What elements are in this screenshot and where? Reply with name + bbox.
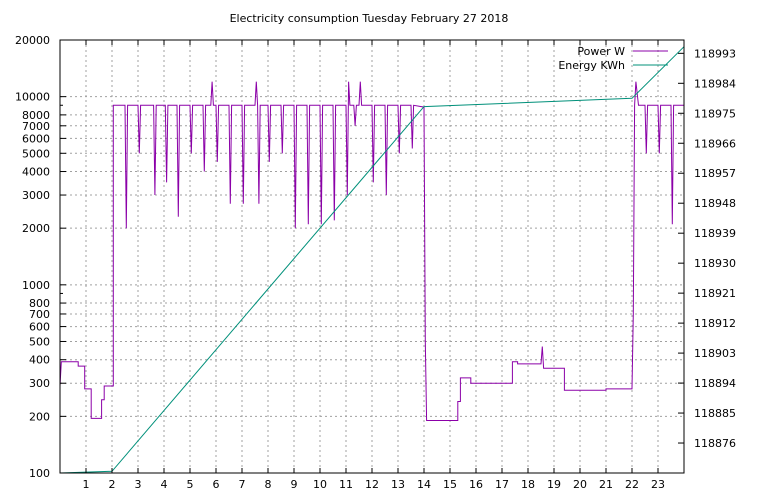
x-tick-label: 12 bbox=[365, 478, 379, 491]
x-tick-label: 7 bbox=[239, 478, 246, 491]
legend-label: Power W bbox=[577, 45, 625, 58]
y-left-tick-label: 4000 bbox=[22, 166, 50, 179]
legend-label: Energy KWh bbox=[558, 59, 625, 72]
x-tick-label: 13 bbox=[391, 478, 405, 491]
y-right-tick-label: 118975 bbox=[694, 107, 736, 120]
y-right-tick-label: 118957 bbox=[694, 167, 736, 180]
y-left-tick-label: 3000 bbox=[22, 189, 50, 202]
y-right-tick-label: 118903 bbox=[694, 347, 736, 360]
series-line-energy bbox=[59, 46, 685, 474]
x-tick-label: 10 bbox=[313, 478, 327, 491]
x-tick-label: 2 bbox=[109, 478, 116, 491]
y-right-tick-label: 118993 bbox=[694, 47, 736, 60]
y-right-tick-label: 118921 bbox=[694, 287, 736, 300]
y-left-tick-label: 2000 bbox=[22, 222, 50, 235]
y-left-tick-label: 300 bbox=[29, 377, 50, 390]
y-left-tick-label: 6000 bbox=[22, 132, 50, 145]
y-right-tick-label: 118876 bbox=[694, 437, 736, 450]
y-left-tick-label: 7000 bbox=[22, 120, 50, 133]
x-tick-label: 18 bbox=[521, 478, 535, 491]
x-tick-label: 4 bbox=[161, 478, 168, 491]
x-tick-label: 15 bbox=[443, 478, 457, 491]
x-tick-label: 5 bbox=[187, 478, 194, 491]
x-tick-label: 6 bbox=[213, 478, 220, 491]
x-tick-label: 20 bbox=[573, 478, 587, 491]
x-tick-label: 3 bbox=[135, 478, 142, 491]
y-left-tick-label: 10000 bbox=[15, 91, 50, 104]
y-right-tick-label: 118885 bbox=[694, 407, 736, 420]
y-right-tick-label: 118984 bbox=[694, 77, 736, 90]
y-left-tick-label: 20000 bbox=[15, 34, 50, 47]
x-tick-label: 23 bbox=[651, 478, 665, 491]
y-left-tick-label: 800 bbox=[29, 297, 50, 310]
x-tick-label: 21 bbox=[599, 478, 613, 491]
y-left-tick-label: 700 bbox=[29, 308, 50, 321]
x-tick-label: 8 bbox=[265, 478, 272, 491]
y-left-tick-label: 5000 bbox=[22, 147, 50, 160]
y-right-tick-label: 118966 bbox=[694, 137, 736, 150]
x-tick-label: 19 bbox=[547, 478, 561, 491]
y-left-tick-label: 8000 bbox=[22, 109, 50, 122]
y-right-tick-label: 118948 bbox=[694, 197, 736, 210]
y-right-tick-label: 118912 bbox=[694, 317, 736, 330]
y-left-tick-label: 200 bbox=[29, 410, 50, 423]
y-right-tick-label: 118930 bbox=[694, 257, 736, 270]
x-tick-label: 17 bbox=[495, 478, 509, 491]
grid bbox=[60, 40, 684, 473]
axes-layer: 1 2 3 4 5 6 7 8 9 10 11 12 13 14 15 16 17 18 19 20 21 22 23100… bbox=[15, 34, 736, 491]
y-left-tick-label: 100 bbox=[29, 467, 50, 480]
y-left-tick-label: 400 bbox=[29, 354, 50, 367]
chart-title: Electricity consumption Tuesday February… bbox=[230, 12, 509, 25]
y-left-tick-label: 1000 bbox=[22, 279, 50, 292]
x-tick-label: 1 bbox=[83, 478, 90, 491]
x-tick-label: 16 bbox=[469, 478, 483, 491]
y-left-tick-label: 500 bbox=[29, 335, 50, 348]
x-tick-label: 14 bbox=[417, 478, 431, 491]
y-right-tick-label: 118894 bbox=[694, 377, 736, 390]
y-right-tick-label: 118939 bbox=[694, 227, 736, 240]
series-layer bbox=[59, 46, 685, 474]
x-tick-label: 9 bbox=[291, 478, 298, 491]
y-left-tick-label: 600 bbox=[29, 321, 50, 334]
x-tick-label: 22 bbox=[625, 478, 639, 491]
x-tick-label: 11 bbox=[339, 478, 353, 491]
series-line-power bbox=[59, 81, 684, 421]
